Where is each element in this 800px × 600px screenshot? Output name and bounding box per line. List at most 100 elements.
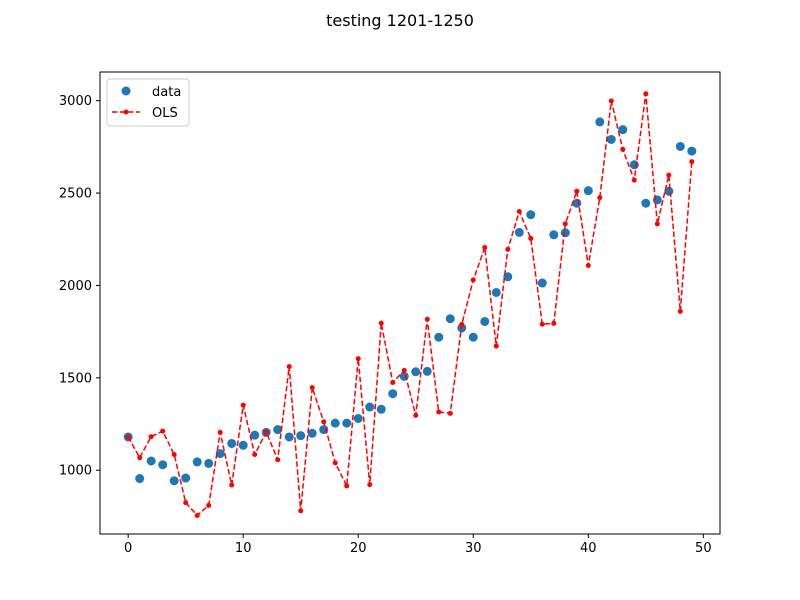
data-point <box>434 332 444 342</box>
ols-point <box>597 195 603 201</box>
data-point <box>526 210 536 220</box>
ols-point <box>355 356 361 362</box>
ols-point <box>252 452 258 458</box>
data-point <box>250 430 260 440</box>
data-point <box>618 125 628 135</box>
data-point <box>687 146 697 156</box>
ols-point <box>493 343 499 349</box>
x-tick-label: 50 <box>695 541 712 556</box>
chart-title: testing 1201-1250 <box>326 11 474 30</box>
ols-point <box>631 177 637 183</box>
data-point <box>204 458 214 468</box>
ols-point <box>332 460 338 466</box>
ols-point <box>608 98 614 104</box>
ols-point <box>620 146 626 152</box>
ols-point <box>390 379 396 385</box>
data-point <box>629 160 639 170</box>
data-point <box>365 402 375 412</box>
legend-data-label: data <box>152 85 181 100</box>
ols-point <box>516 209 522 215</box>
ols-point <box>298 508 304 514</box>
data-point <box>192 457 202 467</box>
ols-point <box>424 316 430 322</box>
data-point <box>273 425 283 435</box>
y-tick-label: 2500 <box>59 187 92 202</box>
y-tick-label: 1500 <box>59 371 92 386</box>
ols-point <box>459 321 465 327</box>
ols-point <box>240 402 246 408</box>
ols-point <box>539 321 545 327</box>
legend-ols-marker <box>123 109 129 115</box>
data-point <box>388 389 398 399</box>
data-point <box>641 198 651 208</box>
data-point <box>169 476 179 486</box>
ols-point <box>206 502 212 508</box>
ols-point <box>229 482 235 488</box>
ols-point <box>125 434 131 440</box>
data-point <box>135 474 145 484</box>
ols-point <box>413 412 419 418</box>
ols-point <box>183 500 189 506</box>
axes-ticks: 0 10 20 30 40 50 1000 1500 2000 2500 3000 <box>59 94 712 556</box>
data-point <box>583 186 593 196</box>
data-point <box>468 332 478 342</box>
plot-area <box>123 91 697 519</box>
data-point <box>376 404 386 414</box>
ols-point <box>528 235 534 241</box>
ols-point <box>367 482 373 488</box>
legend-data-marker <box>121 86 131 96</box>
data-point <box>572 198 582 208</box>
data-point <box>227 438 237 448</box>
data-point <box>606 134 616 144</box>
ols-line <box>127 93 693 517</box>
x-tick-label: 0 <box>124 541 132 556</box>
ols-point <box>160 428 166 434</box>
data-point <box>537 278 547 288</box>
ols-point <box>447 410 453 416</box>
ols-point <box>194 513 200 519</box>
ols-point <box>574 188 580 194</box>
data-point <box>284 432 294 442</box>
y-tick-label: 1000 <box>59 464 92 479</box>
data-point <box>342 418 352 428</box>
legend-ols-label: OLS <box>152 106 178 121</box>
ols-point <box>562 221 568 227</box>
axes-frame <box>99 71 721 535</box>
data-point <box>238 440 248 450</box>
data-point <box>491 287 501 297</box>
ols-point <box>482 245 488 251</box>
ols-point <box>137 455 143 461</box>
data-point <box>215 449 225 459</box>
data-point <box>514 227 524 237</box>
ols-point <box>148 434 154 440</box>
legend: data OLS <box>106 78 190 127</box>
data-point <box>675 141 685 151</box>
ols-point <box>171 452 177 458</box>
x-tick-label: 40 <box>580 541 597 556</box>
ols-point <box>677 308 683 314</box>
y-tick-label: 2000 <box>59 279 92 294</box>
ols-point <box>436 409 442 415</box>
ols-point <box>551 320 557 326</box>
data-point <box>560 228 570 238</box>
ols-point <box>401 367 407 373</box>
data-point <box>330 418 340 428</box>
data-point <box>422 366 432 376</box>
ols-point <box>654 221 660 227</box>
x-tick-label: 10 <box>235 541 252 556</box>
ols-point <box>689 159 695 165</box>
ols-point <box>286 364 292 370</box>
data-point <box>399 371 409 381</box>
data-point <box>411 367 421 377</box>
ols-point <box>666 172 672 178</box>
ols-point <box>643 91 649 97</box>
ols-point <box>344 483 350 489</box>
ols-point <box>585 262 591 268</box>
data-point <box>158 460 168 470</box>
ols-point <box>505 246 511 252</box>
y-tick-label: 3000 <box>59 94 92 109</box>
x-tick-label: 30 <box>465 541 482 556</box>
x-tick-label: 20 <box>350 541 367 556</box>
data-point <box>353 414 363 423</box>
data-point <box>296 431 306 441</box>
